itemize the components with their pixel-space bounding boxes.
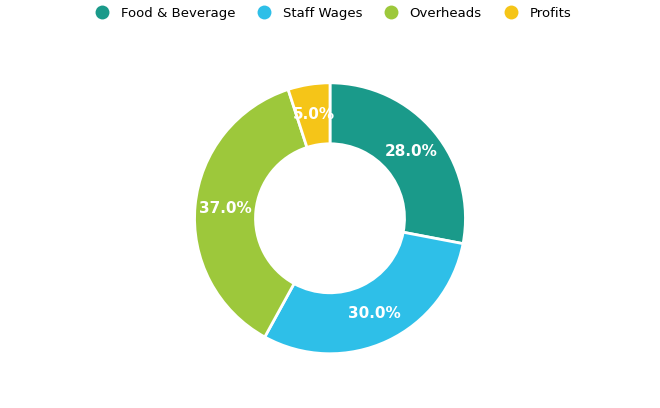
Wedge shape <box>288 83 330 147</box>
Text: 5.0%: 5.0% <box>292 107 335 122</box>
Wedge shape <box>330 83 465 244</box>
Text: 30.0%: 30.0% <box>348 306 401 321</box>
Text: 28.0%: 28.0% <box>384 144 438 159</box>
Text: 37.0%: 37.0% <box>199 201 252 216</box>
Legend: Food & Beverage, Staff Wages, Overheads, Profits: Food & Beverage, Staff Wages, Overheads,… <box>84 1 576 25</box>
Wedge shape <box>195 89 307 337</box>
Wedge shape <box>265 232 463 354</box>
